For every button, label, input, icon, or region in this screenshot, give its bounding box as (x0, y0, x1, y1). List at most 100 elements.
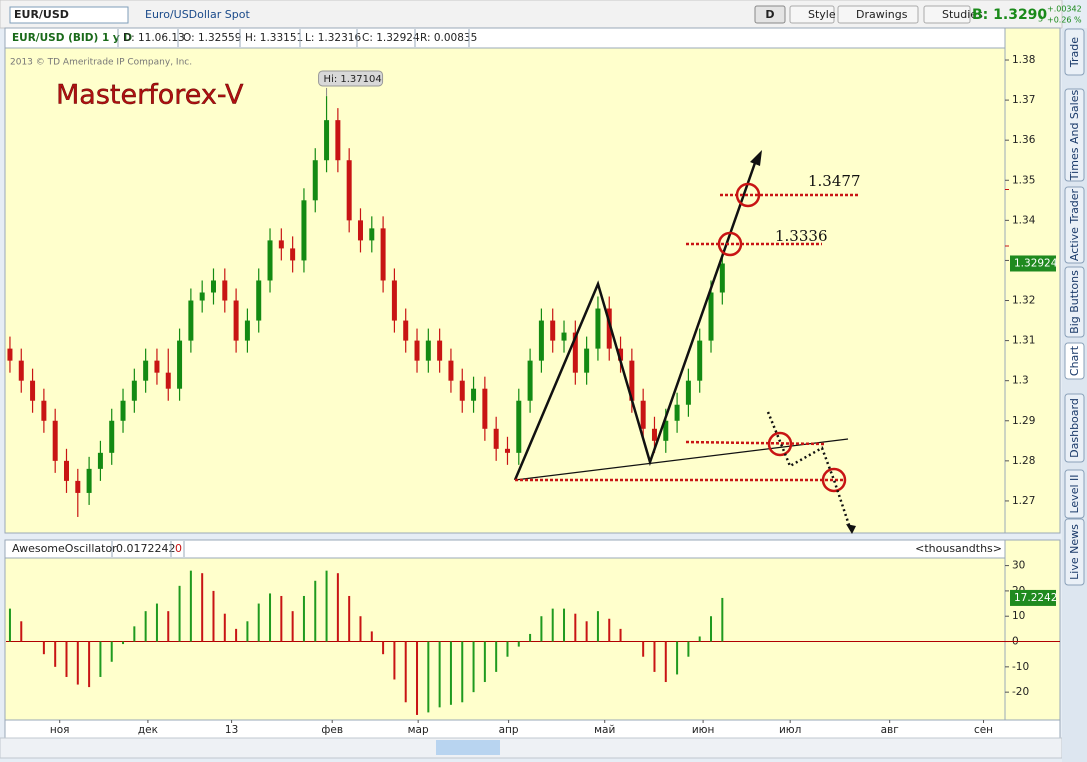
candle-body (109, 420, 115, 453)
oscillator-bar (698, 636, 701, 642)
candle-body (301, 200, 307, 261)
candle-body (335, 120, 341, 161)
oscillator-bar (302, 595, 305, 642)
symbol-description: Euro/USDollar Spot (145, 8, 250, 21)
oscillator-bar (88, 641, 91, 688)
last-value-tag (1010, 589, 1056, 606)
side-tab[interactable] (1064, 266, 1085, 338)
candle-body (210, 280, 216, 293)
scrollbar[interactable] (0, 737, 1063, 759)
oscillator-bar (110, 641, 113, 662)
oscillator-bar (235, 628, 238, 642)
oscillator-bar (393, 641, 396, 680)
circle (735, 182, 761, 208)
candle-body (663, 420, 669, 441)
x-tick-label: 13 (225, 724, 238, 736)
candle-body (290, 248, 296, 261)
side-tab[interactable] (1064, 88, 1085, 182)
oscillator-bar (540, 616, 543, 642)
symbol-box[interactable] (9, 6, 129, 24)
watermark-title: Masterforex-V (56, 80, 244, 111)
candle-body (120, 400, 126, 421)
oscillator-bar (280, 595, 283, 642)
period-label: D (765, 8, 774, 21)
oscillator-bar (608, 618, 611, 642)
side-tab[interactable] (1064, 469, 1085, 519)
hi-label-bg (318, 70, 384, 87)
toolbar-button[interactable] (923, 5, 971, 24)
osc-units: <thousandths> (915, 542, 1002, 555)
target-label: 1.3477 (808, 172, 861, 190)
candle-body (448, 360, 454, 381)
oscillator-bar (563, 608, 566, 642)
oscillator-bar (642, 641, 645, 657)
x-tick-label: июл (779, 724, 801, 736)
oscillator-bar (619, 628, 622, 642)
period-button[interactable] (754, 5, 786, 24)
candle-body (527, 360, 533, 401)
candle-body (414, 340, 420, 361)
x-tick-label: авг (881, 724, 899, 736)
oscillator-bar (506, 641, 509, 657)
side-tab[interactable] (1064, 342, 1085, 380)
osc-name: AwesomeOscillator (12, 542, 117, 555)
hi-label: Hi: 1.37104 (324, 74, 382, 85)
candle-body (41, 400, 47, 421)
side-tab[interactable] (1064, 518, 1085, 586)
candle-body (719, 263, 725, 293)
pattern-drawing (513, 150, 858, 534)
side-tab[interactable] (1064, 186, 1085, 264)
candle-body (52, 420, 58, 461)
oscillator-bar (122, 641, 125, 645)
trend-line (514, 438, 849, 481)
toolbar-button[interactable] (789, 5, 835, 24)
candle-body (357, 220, 363, 241)
candle-body (380, 228, 386, 281)
candle-body (75, 480, 81, 493)
oscillator-bar (438, 641, 441, 708)
oscillator-bar (585, 621, 588, 642)
oscillator-bar (495, 641, 498, 672)
level-line (685, 440, 825, 446)
candle-body (131, 380, 137, 401)
info-field: C: 1.32924 (362, 32, 420, 44)
candle-body (516, 400, 522, 453)
oscillator-bar (133, 626, 136, 642)
candle-body (154, 360, 160, 373)
y-tick-label: 1.29 (1012, 415, 1035, 427)
oscillator-bar (721, 597, 724, 642)
candle-body (18, 360, 24, 381)
price-axis-bg (1004, 27, 1061, 534)
last-price-label: 1.32924 (1014, 257, 1058, 269)
side-tab[interactable] (1064, 28, 1085, 76)
target-label: 1.3336 (775, 227, 828, 245)
dotted-path (766, 411, 852, 529)
oscillator-axis-bg (1004, 539, 1061, 721)
y-tick-label: 1.32 (1012, 295, 1035, 307)
toolbar-button[interactable] (837, 5, 919, 24)
oscillator-bar (687, 641, 690, 657)
x-tick-label: май (594, 724, 615, 736)
oscillator-bar (382, 641, 385, 655)
last-value-label: 17.2242 (1014, 592, 1057, 604)
candle-body (256, 280, 262, 321)
oscillator-bar (246, 621, 249, 642)
info-field: D: 11.06.13 (123, 32, 185, 44)
oscillator-bar (664, 641, 667, 683)
info-field: H: 1.33151 (245, 32, 303, 44)
side-tab-label: Chart (1068, 345, 1081, 376)
candle-body (459, 380, 465, 401)
change-pct: +0.26 % (1047, 16, 1082, 25)
scroll-thumb[interactable] (436, 740, 500, 755)
oscillator-bar (223, 613, 226, 642)
bid: B: 1.3290 (972, 7, 1047, 23)
side-tab-label: Live News (1068, 524, 1081, 580)
candle-body (606, 308, 612, 349)
bid-digit: 3 (1038, 15, 1043, 24)
side-tab[interactable] (1064, 393, 1085, 463)
oscillator-bar (291, 611, 294, 642)
candle-body (244, 320, 250, 341)
oscillator-bar (529, 633, 532, 642)
candle-body (346, 160, 352, 221)
time-axis-bg (4, 719, 1061, 739)
